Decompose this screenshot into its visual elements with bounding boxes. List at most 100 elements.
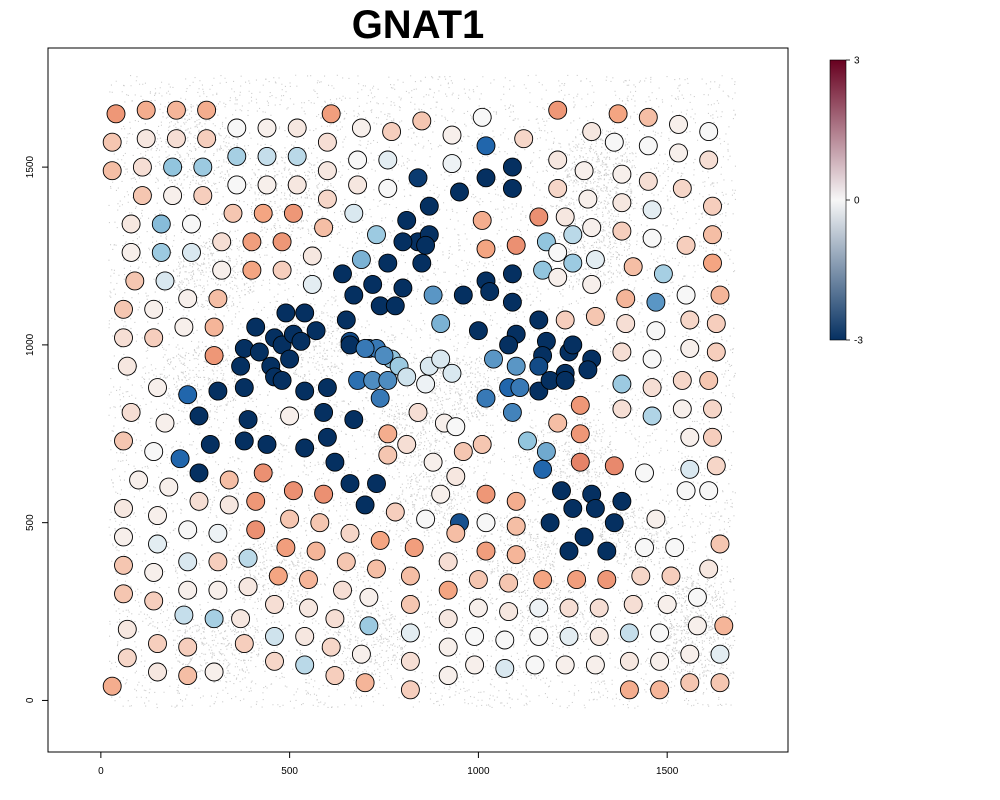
colorbar-tick-label: 0: [854, 196, 860, 207]
spot-point: [665, 538, 685, 558]
spot-point: [714, 616, 734, 636]
spot-point: [578, 360, 598, 380]
spot-point: [242, 260, 262, 280]
spot-point: [499, 602, 519, 622]
spot-point: [476, 484, 496, 504]
spot-point: [148, 534, 167, 554]
spot-point: [148, 378, 167, 398]
spot-point: [416, 509, 436, 529]
spot-point: [280, 406, 300, 426]
spot-point: [344, 203, 364, 223]
spot-point: [166, 129, 186, 149]
spot-point: [144, 442, 164, 462]
spot-point: [699, 559, 719, 579]
spot-point: [638, 171, 658, 191]
spot-point: [159, 477, 179, 497]
spot-point: [495, 658, 515, 678]
spot-point: [650, 680, 670, 700]
spot-point: [446, 523, 466, 543]
spot-point: [529, 356, 549, 376]
spot-point: [529, 598, 549, 618]
spot-point: [703, 196, 722, 216]
spot-point: [400, 680, 420, 700]
spot-point: [468, 570, 488, 590]
spot-point: [699, 481, 719, 501]
spot-point: [129, 470, 149, 490]
spot-point: [502, 157, 522, 177]
spot-point: [604, 513, 624, 533]
spot-point: [499, 573, 519, 593]
spot-point: [400, 594, 420, 614]
spot-point: [219, 495, 239, 515]
spot-point: [276, 303, 296, 323]
spot-point: [669, 114, 688, 134]
spot-point: [144, 562, 164, 582]
spot-point: [484, 349, 503, 369]
spot-point: [204, 346, 224, 366]
spot-point: [680, 427, 700, 447]
spot-point: [642, 228, 662, 248]
spot-point: [151, 214, 171, 234]
spot-point: [442, 125, 462, 145]
spot-point: [163, 157, 183, 177]
spot-point: [533, 570, 553, 590]
spot-point: [314, 402, 334, 422]
spot-point: [295, 438, 315, 458]
spot-point: [706, 314, 726, 334]
spot-point: [400, 566, 420, 586]
y-axis: 0 500 1000 1500: [25, 156, 48, 703]
spot-point: [189, 406, 209, 426]
spot-point: [612, 399, 632, 419]
spot-point: [189, 491, 209, 511]
spot-point: [642, 406, 662, 426]
spot-point: [442, 154, 462, 174]
spot-point: [299, 598, 318, 618]
spot-point: [506, 545, 526, 565]
spot-point: [193, 157, 213, 177]
spot-point: [317, 189, 337, 209]
spot-point: [351, 118, 371, 138]
spot-point: [499, 335, 519, 355]
spot-point: [257, 175, 277, 195]
spot-point: [563, 225, 583, 245]
spot-point: [170, 449, 190, 469]
spot-point: [238, 548, 258, 568]
spot-point: [234, 634, 254, 654]
spot-point: [287, 146, 307, 166]
spot-point: [552, 481, 571, 501]
spot-point: [616, 289, 636, 309]
spot-point: [287, 175, 307, 195]
spot-point: [672, 370, 692, 390]
spot-point: [423, 452, 443, 472]
spot-point: [703, 427, 722, 447]
spot-point: [529, 310, 549, 330]
spot-point: [272, 370, 292, 390]
spot-point: [397, 210, 417, 230]
spot-point: [333, 580, 352, 600]
spot-point: [336, 310, 356, 330]
spot-point: [657, 594, 677, 614]
colorbar-legend: 3 0 -3: [829, 56, 863, 347]
spot-point: [453, 442, 473, 462]
spot-point: [604, 456, 624, 476]
spot-point: [472, 434, 492, 454]
spot-point: [306, 321, 326, 341]
spot-point: [231, 356, 251, 376]
spot-point: [585, 250, 605, 270]
spot-point: [555, 207, 575, 227]
spot-point: [710, 644, 730, 664]
spot-point: [506, 491, 526, 511]
spot-point: [525, 655, 545, 675]
spot-point: [121, 214, 141, 234]
spot-point: [178, 580, 198, 600]
spot-point: [476, 239, 496, 259]
spot-point: [114, 328, 133, 348]
spot-point: [638, 136, 658, 156]
spot-point: [438, 609, 458, 629]
spot-point: [136, 100, 156, 120]
spot-point: [623, 257, 643, 277]
spot-point: [321, 637, 341, 657]
spot-point: [378, 178, 398, 198]
spot-point: [623, 594, 643, 614]
spot-point: [408, 402, 428, 422]
